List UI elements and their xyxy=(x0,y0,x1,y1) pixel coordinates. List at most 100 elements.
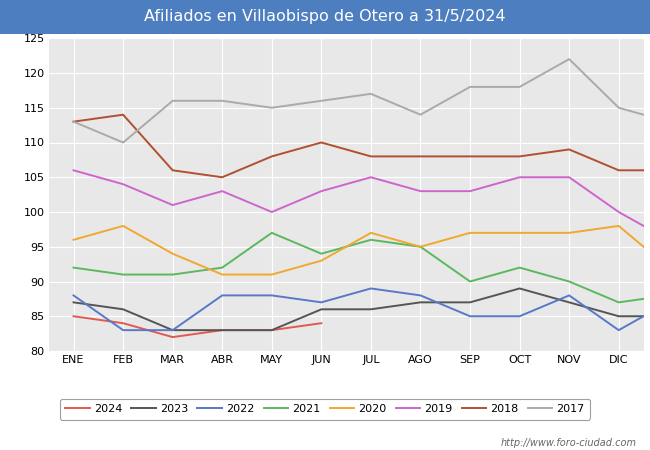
2020 xyxy=(268,272,276,277)
Line: 2024: 2024 xyxy=(73,316,321,337)
Line: 2021: 2021 xyxy=(73,233,650,302)
2018 xyxy=(417,154,424,159)
2018 xyxy=(367,154,375,159)
2020 xyxy=(615,223,623,229)
2021 xyxy=(466,279,474,284)
2018 xyxy=(119,112,127,117)
2017 xyxy=(515,84,523,90)
2019 xyxy=(169,202,177,208)
2017 xyxy=(566,56,573,62)
2018 xyxy=(515,154,523,159)
2023 xyxy=(367,306,375,312)
2018 xyxy=(268,154,276,159)
2021 xyxy=(268,230,276,235)
2023 xyxy=(317,306,325,312)
2018 xyxy=(566,147,573,152)
2017 xyxy=(218,98,226,104)
2024 xyxy=(268,328,276,333)
2021 xyxy=(367,237,375,243)
2022 xyxy=(466,314,474,319)
2023 xyxy=(218,328,226,333)
2022 xyxy=(417,292,424,298)
2024 xyxy=(169,334,177,340)
2023 xyxy=(119,306,127,312)
2024 xyxy=(70,314,77,319)
2021 xyxy=(566,279,573,284)
Line: 2022: 2022 xyxy=(73,288,650,330)
2018 xyxy=(218,175,226,180)
Line: 2023: 2023 xyxy=(73,288,650,330)
2019 xyxy=(367,175,375,180)
2021 xyxy=(317,251,325,256)
2023 xyxy=(417,300,424,305)
Line: 2020: 2020 xyxy=(73,226,650,274)
2020 xyxy=(317,258,325,263)
2020 xyxy=(218,272,226,277)
2021 xyxy=(169,272,177,277)
2022 xyxy=(70,292,77,298)
2018 xyxy=(70,119,77,124)
2021 xyxy=(70,265,77,270)
2022 xyxy=(317,300,325,305)
2024 xyxy=(119,320,127,326)
2017 xyxy=(417,112,424,117)
Line: 2018: 2018 xyxy=(73,115,650,177)
Legend: 2024, 2023, 2022, 2021, 2020, 2019, 2018, 2017: 2024, 2023, 2022, 2021, 2020, 2019, 2018… xyxy=(60,399,590,420)
Text: http://www.foro-ciudad.com: http://www.foro-ciudad.com xyxy=(501,438,637,448)
2022 xyxy=(615,328,623,333)
2017 xyxy=(268,105,276,110)
2017 xyxy=(367,91,375,97)
2019 xyxy=(268,209,276,215)
2019 xyxy=(566,175,573,180)
2017 xyxy=(119,140,127,145)
2020 xyxy=(70,237,77,243)
2017 xyxy=(169,98,177,104)
2020 xyxy=(367,230,375,235)
2019 xyxy=(615,209,623,215)
2019 xyxy=(417,189,424,194)
2023 xyxy=(169,328,177,333)
Text: Afiliados en Villaobispo de Otero a 31/5/2024: Afiliados en Villaobispo de Otero a 31/5… xyxy=(144,9,506,24)
2022 xyxy=(515,314,523,319)
2017 xyxy=(317,98,325,104)
2023 xyxy=(466,300,474,305)
2022 xyxy=(367,286,375,291)
2017 xyxy=(70,119,77,124)
2024 xyxy=(218,328,226,333)
2020 xyxy=(417,244,424,249)
2020 xyxy=(119,223,127,229)
Line: 2017: 2017 xyxy=(73,59,650,143)
2020 xyxy=(566,230,573,235)
2020 xyxy=(169,251,177,256)
2023 xyxy=(515,286,523,291)
2017 xyxy=(466,84,474,90)
2024 xyxy=(317,320,325,326)
2021 xyxy=(218,265,226,270)
2018 xyxy=(615,167,623,173)
Line: 2019: 2019 xyxy=(73,170,650,240)
2022 xyxy=(566,292,573,298)
2021 xyxy=(515,265,523,270)
2020 xyxy=(466,230,474,235)
2022 xyxy=(119,328,127,333)
2021 xyxy=(119,272,127,277)
2018 xyxy=(466,154,474,159)
2019 xyxy=(70,167,77,173)
2019 xyxy=(515,175,523,180)
2022 xyxy=(169,328,177,333)
2022 xyxy=(218,292,226,298)
2019 xyxy=(466,189,474,194)
2018 xyxy=(317,140,325,145)
2020 xyxy=(515,230,523,235)
2018 xyxy=(169,167,177,173)
2019 xyxy=(119,181,127,187)
2023 xyxy=(70,300,77,305)
2021 xyxy=(615,300,623,305)
2017 xyxy=(615,105,623,110)
2023 xyxy=(615,314,623,319)
2021 xyxy=(417,244,424,249)
2023 xyxy=(566,300,573,305)
2019 xyxy=(218,189,226,194)
2019 xyxy=(317,189,325,194)
2022 xyxy=(268,292,276,298)
